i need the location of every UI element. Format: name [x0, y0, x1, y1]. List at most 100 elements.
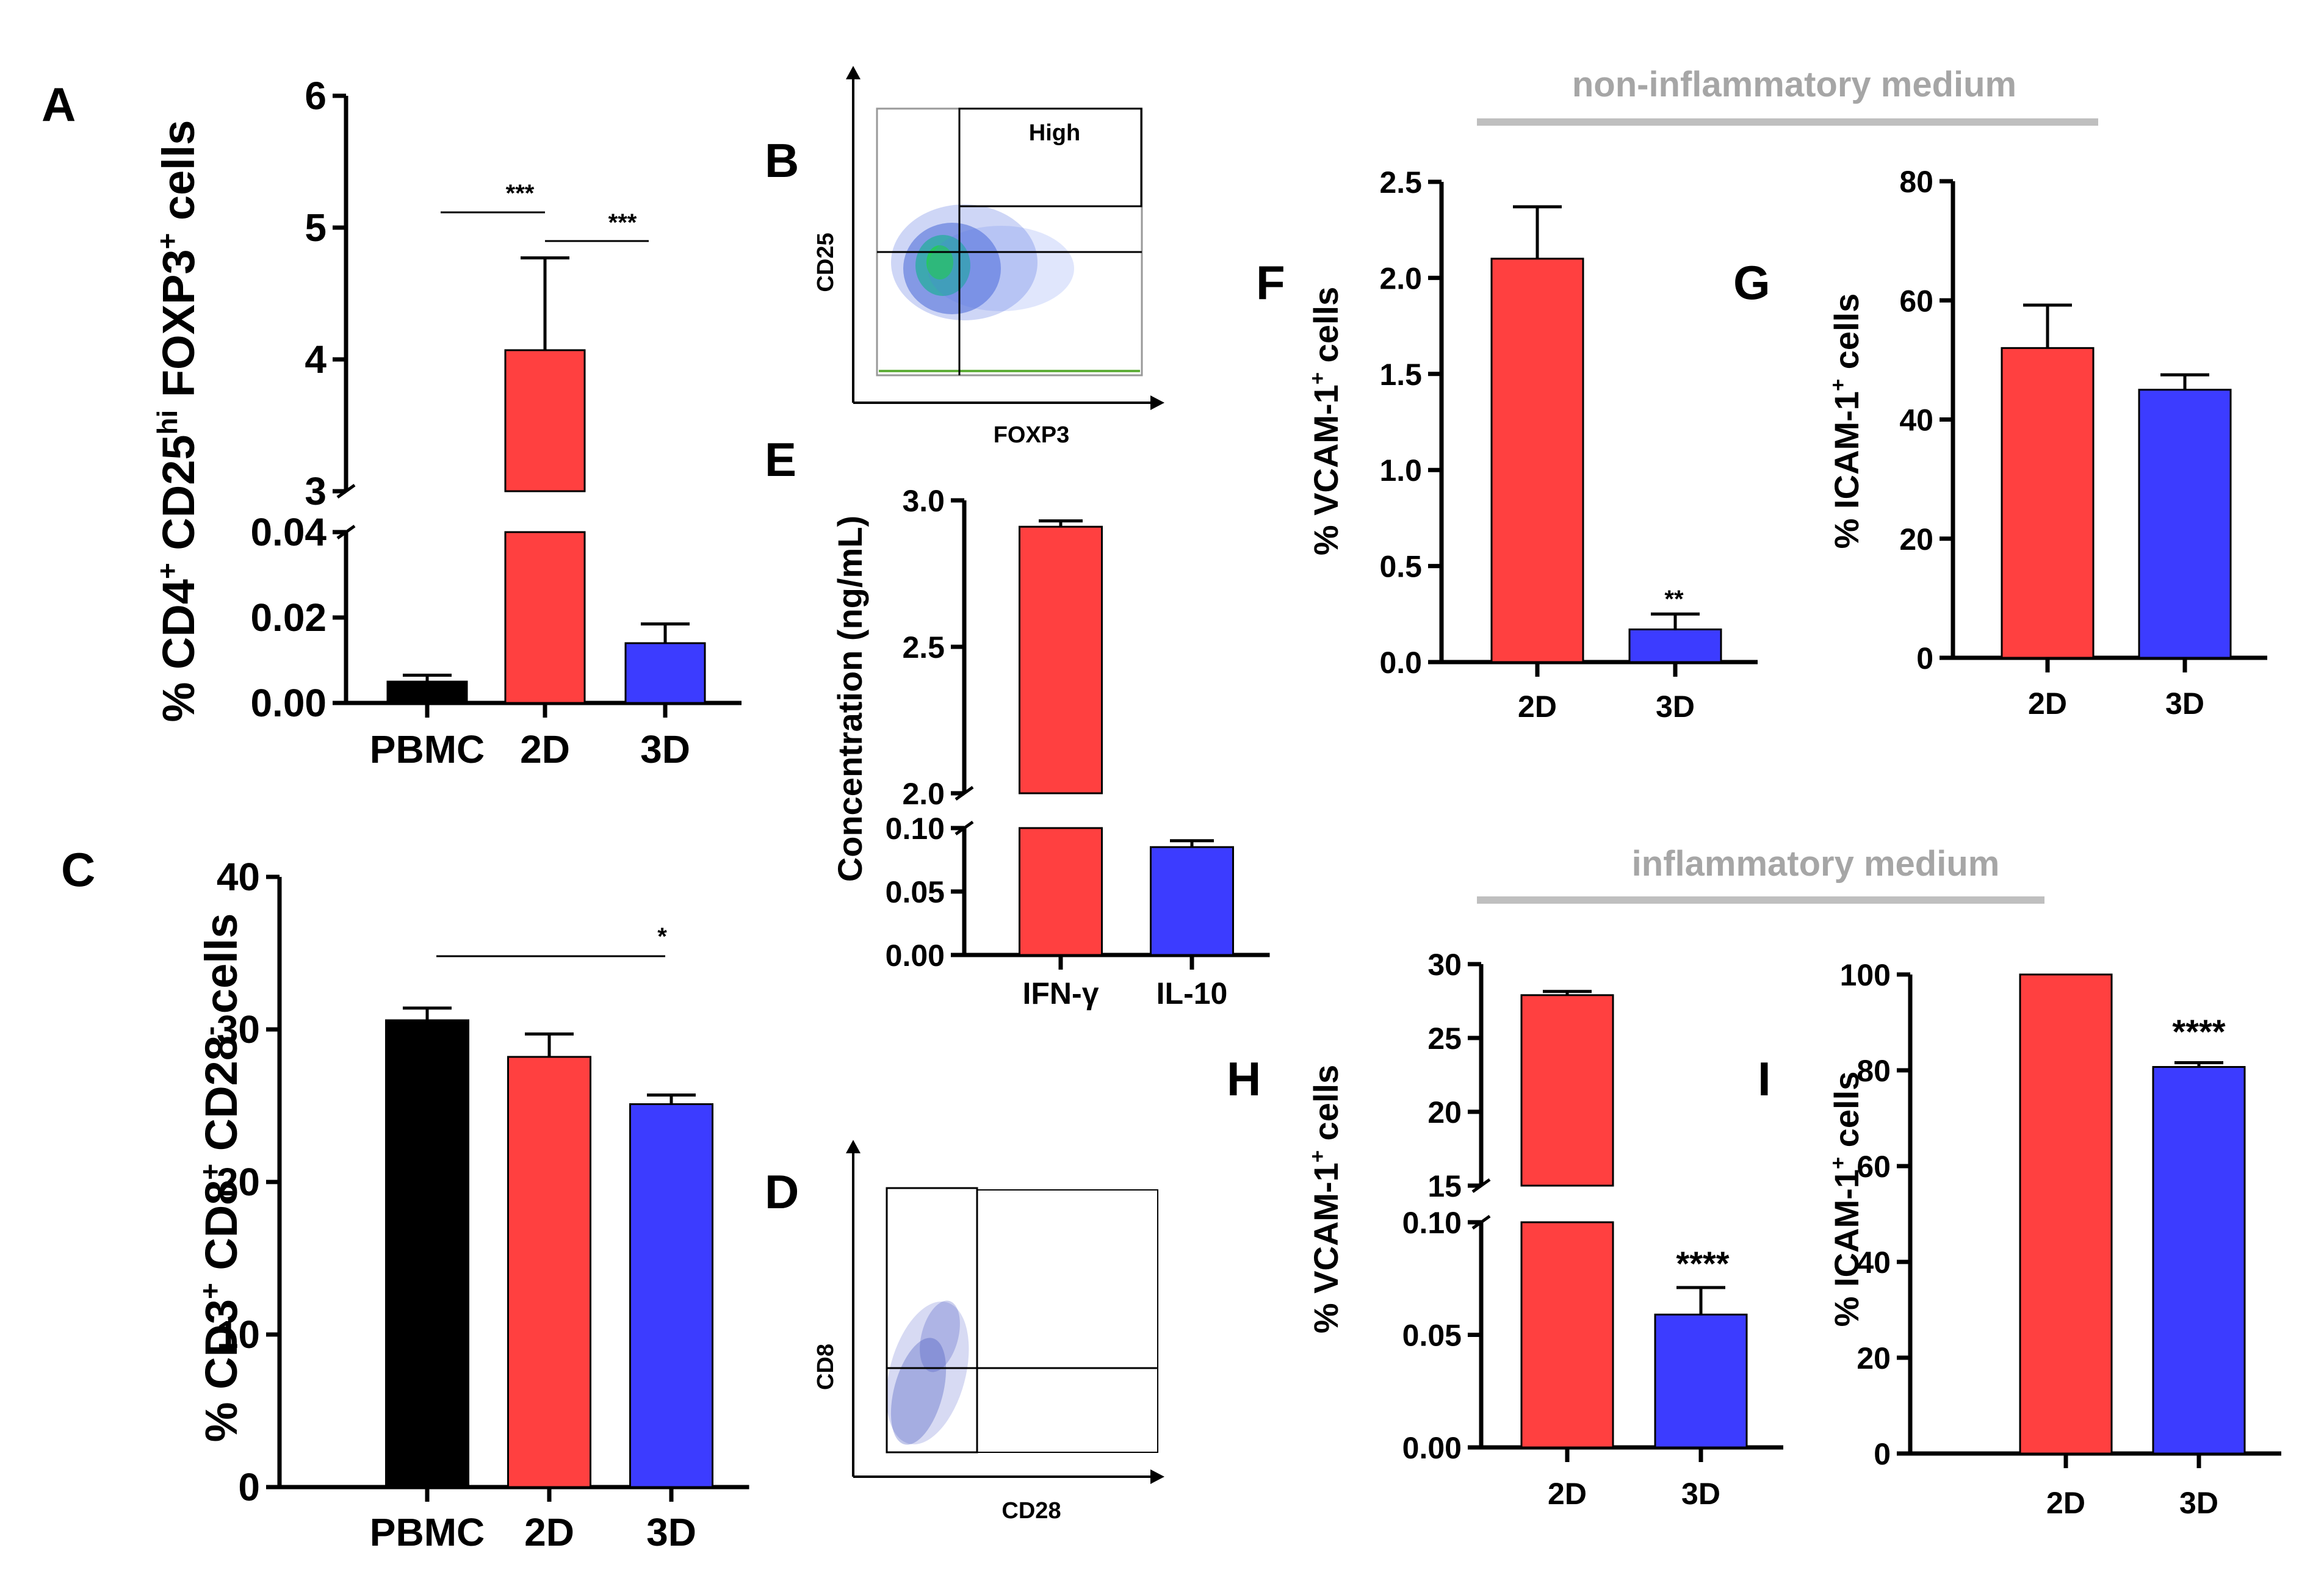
panel-h-y-tick-label: 0.05	[1402, 1319, 1462, 1353]
panel-i-chart: 0 20 40 60 80 100 2D 3D ****	[1840, 958, 2281, 1520]
panel-letter-i: I	[1758, 1052, 1771, 1106]
ylabel-e: Concentration (ng/mL)	[831, 516, 869, 882]
panel-c-y-tick-label: 40	[217, 855, 260, 899]
flow-b-y-arrow	[846, 66, 861, 79]
panel-i-y-tick-label: 60	[1857, 1150, 1891, 1184]
panel-c-y-tick-label: 10	[217, 1313, 260, 1356]
panel-h-y-tick-label: 20	[1427, 1095, 1462, 1129]
panel-f-x-tick-label: 2D	[1518, 690, 1557, 724]
panel-e-y-tick-label: 0.10	[886, 812, 945, 846]
panel-h-x-tick-label: 3D	[1681, 1477, 1720, 1511]
panel-i-y-tick-label: 0	[1874, 1437, 1891, 1471]
panel-letter-c: C	[61, 843, 95, 896]
panel-c-y-tick-label: 0	[238, 1465, 260, 1509]
panel-a-bar	[504, 349, 586, 492]
panel-f-chart: 0.0 0.5 1.0 1.5 2.0 2.5 2D 3D **	[1379, 165, 1758, 724]
panel-f-y-tick-label: 0.0	[1379, 646, 1422, 680]
panel-h-bar	[1520, 994, 1614, 1187]
panel-i-x-tick-label: 2D	[2046, 1486, 2085, 1520]
panel-a-y-tick-label: 4	[305, 337, 327, 381]
panel-a-axis-break	[336, 483, 356, 499]
panel-a-y-tick-label: 0.04	[250, 510, 327, 554]
panel-g-y-tick-label: 40	[1899, 403, 1933, 438]
panel-e-axis-break	[955, 785, 974, 801]
panel-a-x-tick-label: 2D	[520, 727, 570, 771]
panel-a-axis-break	[336, 524, 356, 540]
panel-e-bar	[1019, 827, 1103, 956]
panel-e-bar	[1019, 525, 1103, 794]
panel-f-y-tick-label: 0.5	[1379, 550, 1422, 584]
panel-e-y-tick-label: 3.0	[902, 484, 945, 518]
panel-letter-a: A	[42, 77, 76, 131]
panel-f-significance-label: **	[1664, 586, 1684, 613]
panel-h-axis-break	[1471, 1214, 1491, 1230]
panel-g-y-tick-label: 20	[1899, 522, 1933, 557]
panel-g-x-tick-label: 3D	[2165, 686, 2204, 721]
panel-c-y-tick-label: 20	[217, 1160, 260, 1204]
flow-b-gate-label: High	[1029, 120, 1080, 146]
panel-g-y-tick-label: 80	[1899, 165, 1933, 199]
panel-h-y-tick-label: 0.10	[1402, 1206, 1462, 1240]
flow-b-ylabel: CD25	[813, 232, 839, 292]
panel-g-y-tick-label: 60	[1899, 284, 1933, 318]
panel-a-y-tick-label: 6	[305, 74, 327, 118]
panel-f-y-tick-label: 1.0	[1379, 453, 1422, 488]
ylabel-a: % CD4+ CD25hi FOXP3+ cells	[151, 120, 204, 722]
panel-f-y-tick-label: 2.5	[1379, 165, 1422, 200]
panel-a-y-tick-label: 5	[305, 206, 327, 250]
panel-f-bar	[1490, 258, 1584, 663]
panel-a-bar	[386, 680, 468, 704]
panel-h-x-tick-label: 2D	[1548, 1477, 1587, 1511]
header-inflammatory: inflammatory medium	[1632, 844, 2000, 884]
panel-g-x-tick-label: 2D	[2028, 686, 2067, 721]
panel-c-x-tick-label: PBMC	[370, 1510, 485, 1554]
panel-letter-f: F	[1256, 256, 1285, 309]
ylabel-h: % VCAM-1+ cells	[1306, 1065, 1345, 1333]
panel-h-y-tick-label: 0.00	[1402, 1431, 1462, 1465]
panel-c-bar	[507, 1056, 591, 1488]
ylabel-i: % ICAM-1+ cells	[1827, 1072, 1866, 1327]
flow-d-dots	[886, 1300, 969, 1445]
panel-a-y-tick-label: 3	[305, 469, 327, 513]
panel-f-x-tick-label: 3D	[1656, 690, 1695, 724]
flow-d-x-arrow	[1150, 1469, 1164, 1484]
panel-letter-e: E	[765, 433, 796, 486]
panel-e-chart: 0.00 0.05 0.102.0 2.5 3.0 IFN-γ IL-10	[886, 484, 1270, 1011]
panel-e-bar	[1150, 846, 1234, 956]
panel-e-y-tick-label: 2.0	[902, 777, 945, 811]
panel-c-bar	[385, 1019, 469, 1488]
panel-e-y-tick-label: 0.05	[886, 875, 945, 909]
panel-i-y-tick-label: 100	[1840, 958, 1891, 992]
panel-h-axis-break	[1471, 1178, 1491, 1194]
panel-i-bar	[2152, 1066, 2246, 1455]
panel-g-bar	[2001, 347, 2095, 659]
panel-e-x-tick-label: IL-10	[1157, 976, 1228, 1011]
flow-plot-d: CD8 CD28	[813, 1140, 1164, 1524]
panel-e-axis-break	[955, 820, 974, 836]
panel-a-x-tick-label: 3D	[640, 727, 690, 771]
panel-a-significance-label: ***	[608, 209, 637, 236]
panel-h-bar	[1654, 1313, 1748, 1449]
ylabel-g: % ICAM-1+ cells	[1827, 294, 1866, 549]
ylabel-f: % VCAM-1+ cells	[1306, 287, 1345, 555]
panel-c-significance-label: *	[657, 923, 667, 950]
panel-a-y-tick-label: 0.00	[250, 681, 327, 725]
panel-h-y-tick-label: 25	[1427, 1021, 1462, 1056]
panel-h-y-tick-label: 30	[1427, 948, 1462, 982]
panel-a-chart: 0.00 0.02 0.043 4 5 6 PBMC 2D 3D *** ***	[250, 74, 742, 771]
flow-d-y-arrow	[846, 1140, 861, 1153]
panel-i-x-tick-label: 3D	[2179, 1486, 2218, 1520]
panel-g-y-tick-label: 0	[1916, 641, 1933, 676]
panel-i-y-tick-label: 80	[1857, 1054, 1891, 1088]
panel-h-significance-label: ****	[1676, 1244, 1729, 1283]
panel-h-bar	[1520, 1221, 1614, 1449]
panel-g-bar	[2138, 389, 2232, 659]
flow-b-high-gate	[958, 107, 1142, 207]
panel-c-x-tick-label: 2D	[524, 1510, 574, 1554]
flow-b-dots	[879, 204, 1140, 372]
panel-f-bar	[1628, 628, 1722, 663]
panel-a-x-tick-label: PBMC	[370, 727, 485, 771]
panel-i-y-tick-label: 20	[1857, 1341, 1891, 1375]
